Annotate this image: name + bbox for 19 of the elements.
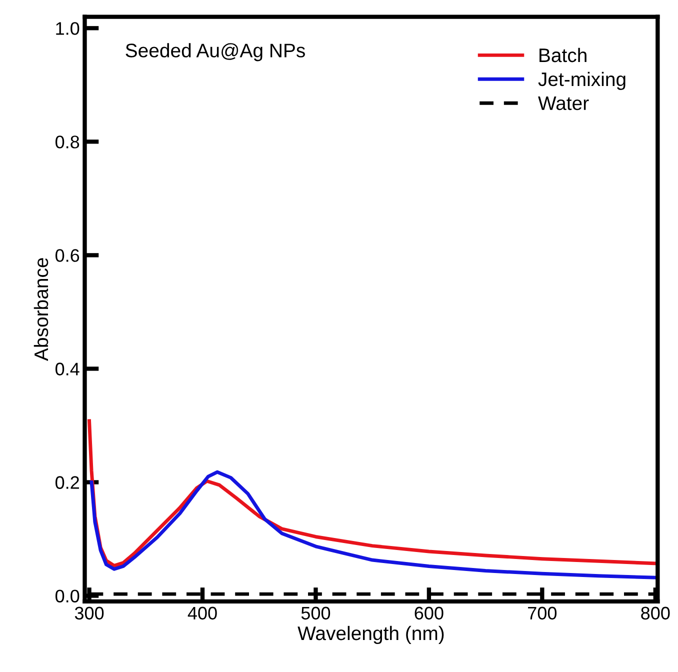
x-tick-label: 300 — [74, 606, 104, 620]
y-tick-label: 0.0 — [55, 590, 80, 602]
legend-label: Water — [538, 96, 589, 110]
y-tick-label: 0.2 — [55, 476, 79, 489]
x-tick-label: 800 — [641, 606, 670, 620]
legend-label: Jet-mixing — [538, 72, 626, 90]
line-series — [90, 470, 658, 580]
legend-label: Batch — [540, 48, 586, 62]
y-axis-title: Absorbance — [34, 258, 48, 361]
x-tick-label: 600 — [414, 606, 444, 620]
x-tick-label: 700 — [528, 606, 557, 620]
y-tick-label: 0.6 — [55, 249, 80, 262]
x-tick-label: 500 — [301, 606, 330, 620]
y-tick-label: 0.4 — [55, 362, 80, 376]
x-tick-label: 400 — [188, 606, 217, 620]
y-tick-label: 1.0 — [56, 22, 80, 35]
y-tick-label: 0.8 — [55, 136, 80, 148]
x-axis-title: Wavelength (nm) — [298, 626, 444, 644]
annotation: Seeded Au@Ag NPs — [126, 43, 305, 62]
